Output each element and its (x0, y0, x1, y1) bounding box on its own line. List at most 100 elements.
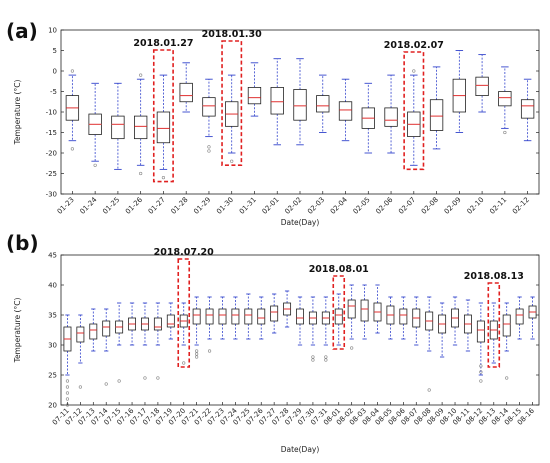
flier-point (156, 376, 160, 380)
highlight-box (221, 40, 243, 166)
box-body (270, 305, 279, 322)
box-body (111, 115, 125, 140)
flier-point (412, 69, 416, 73)
flier-point (93, 163, 97, 167)
x-tick-label: 02-11 (488, 196, 508, 216)
box-body (76, 326, 85, 343)
box-08-02 (347, 284, 356, 350)
y-tick-label: 25 (48, 372, 57, 380)
y-tick-label: 30 (48, 342, 57, 350)
x-tick-label: 01-28 (170, 196, 190, 216)
flier-point (139, 171, 143, 176)
box-01-23 (65, 69, 80, 151)
flier-point (350, 346, 354, 350)
box-07-29 (296, 296, 304, 346)
flier-point (311, 358, 315, 362)
chart-panel-b: (b) 20 25 30 35 40 45 Temperature (°C) Date(Day)… (6, 231, 540, 454)
x-tick-label: 02-03 (306, 196, 326, 216)
box-08-15 (515, 296, 524, 340)
x-tick-label: 02-12 (511, 196, 531, 216)
box-07-17 (141, 302, 149, 380)
flier-point (207, 149, 211, 153)
x-tick-label: 01-30 (215, 196, 235, 216)
box-08-05 (386, 296, 395, 340)
x-tick-label: 02-02 (283, 196, 303, 216)
flier-point (117, 379, 121, 383)
box-body (293, 89, 307, 121)
box-02-03 (316, 74, 330, 133)
highlight-label: 2018.01.27 (133, 38, 193, 49)
box-07-26 (257, 296, 266, 340)
box-body (218, 308, 227, 325)
x-tick-label: 02-05 (352, 196, 372, 216)
x-tick-label: 01-26 (124, 195, 144, 215)
x-tick-label: 01-23 (56, 196, 76, 216)
box-07-31 (321, 296, 330, 362)
box-body (205, 308, 214, 325)
flier-point (65, 397, 70, 401)
box-body (296, 308, 304, 325)
x-axis-title: Date(Day) (281, 445, 320, 454)
box-02-05 (361, 82, 375, 154)
box-07-27 (270, 293, 279, 334)
box-08-09 (438, 302, 447, 358)
box-body (247, 87, 262, 105)
box-body (89, 323, 98, 340)
box-body (429, 99, 444, 131)
y-tick-label: -25 (46, 170, 57, 178)
flier-point (230, 159, 234, 163)
highlight-label: 2018.08.13 (464, 271, 524, 282)
box-07-18 (153, 302, 162, 380)
box-body (231, 308, 240, 325)
box-07-22 (205, 296, 214, 353)
y-tick-label: 10 (48, 27, 57, 35)
flier-point (195, 352, 199, 356)
box-02-10 (475, 54, 489, 113)
box-02-09 (452, 50, 466, 133)
box-08-01 (334, 293, 343, 346)
y-tick-label: -30 (46, 191, 57, 199)
box-07-30 (308, 296, 317, 362)
highlight-label: 2018.08.01 (309, 264, 369, 275)
x-tick-label: 02-08 (420, 196, 440, 216)
box-08-13 (489, 302, 498, 364)
x-tick-label: 01-25 (101, 196, 121, 216)
box-08-16 (528, 296, 537, 340)
box-07-11 (63, 314, 72, 407)
flier-point (65, 385, 70, 389)
box-08-14 (502, 302, 511, 380)
highlight-box (177, 258, 191, 368)
box-07-21 (192, 296, 201, 359)
flier-point (161, 176, 166, 180)
flier-point (139, 73, 143, 77)
box-07-12 (76, 314, 85, 389)
x-tick-label: 02-04 (329, 195, 349, 215)
x-tick-label: 02-09 (443, 196, 463, 216)
flier-point (479, 364, 483, 368)
box-08-12 (476, 302, 485, 383)
box-07-20 (179, 302, 188, 365)
flier-point (104, 382, 108, 386)
x-axis-title: Date(Day) (281, 218, 320, 227)
box-07-16 (128, 302, 137, 346)
flier-point (311, 355, 315, 359)
box-07-15 (115, 302, 124, 383)
flier-point (324, 358, 328, 362)
box-body (476, 320, 485, 343)
y-tick-label: 0 (53, 68, 57, 76)
box-08-07 (412, 296, 421, 346)
highlight-box (152, 49, 174, 183)
box-body (338, 101, 353, 121)
box-body (502, 314, 511, 337)
flier-point (70, 147, 74, 151)
box-body (257, 308, 266, 325)
x-tick-label: 01-31 (238, 196, 258, 216)
highlight-label: 2018.02.07 (384, 40, 444, 51)
flier-point (70, 69, 74, 73)
box-02-04 (338, 78, 353, 142)
box-body (102, 320, 111, 337)
box-body (498, 91, 512, 107)
box-body (384, 107, 398, 127)
box-01-24 (88, 82, 102, 167)
box-07-25 (244, 293, 253, 340)
